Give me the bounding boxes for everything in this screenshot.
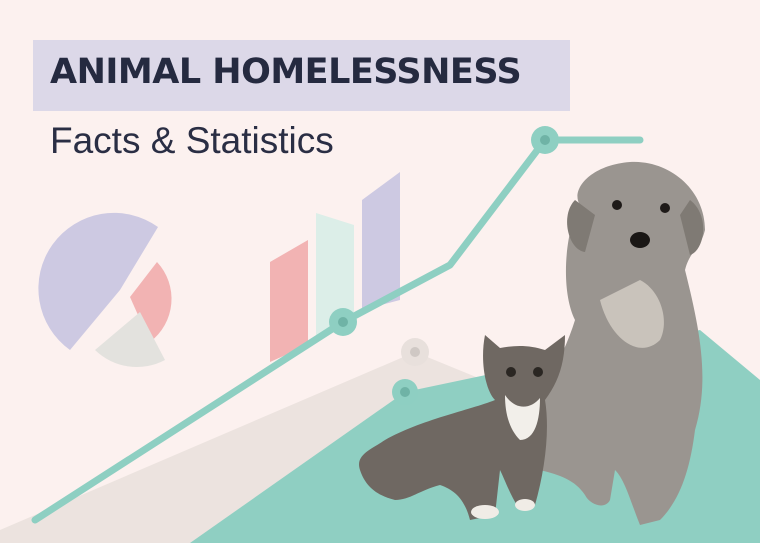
- trend-line-icon: [31, 126, 644, 524]
- kitten-photo: [359, 335, 565, 520]
- bar-chart-icon: [270, 172, 400, 362]
- title-banner: [33, 40, 570, 111]
- dog-photo: [534, 161, 705, 525]
- page-subtitle: Facts & Statistics: [50, 120, 334, 161]
- page-title: ANIMAL HOMELESSNESS: [50, 52, 522, 92]
- pie-chart-icon: [38, 212, 172, 368]
